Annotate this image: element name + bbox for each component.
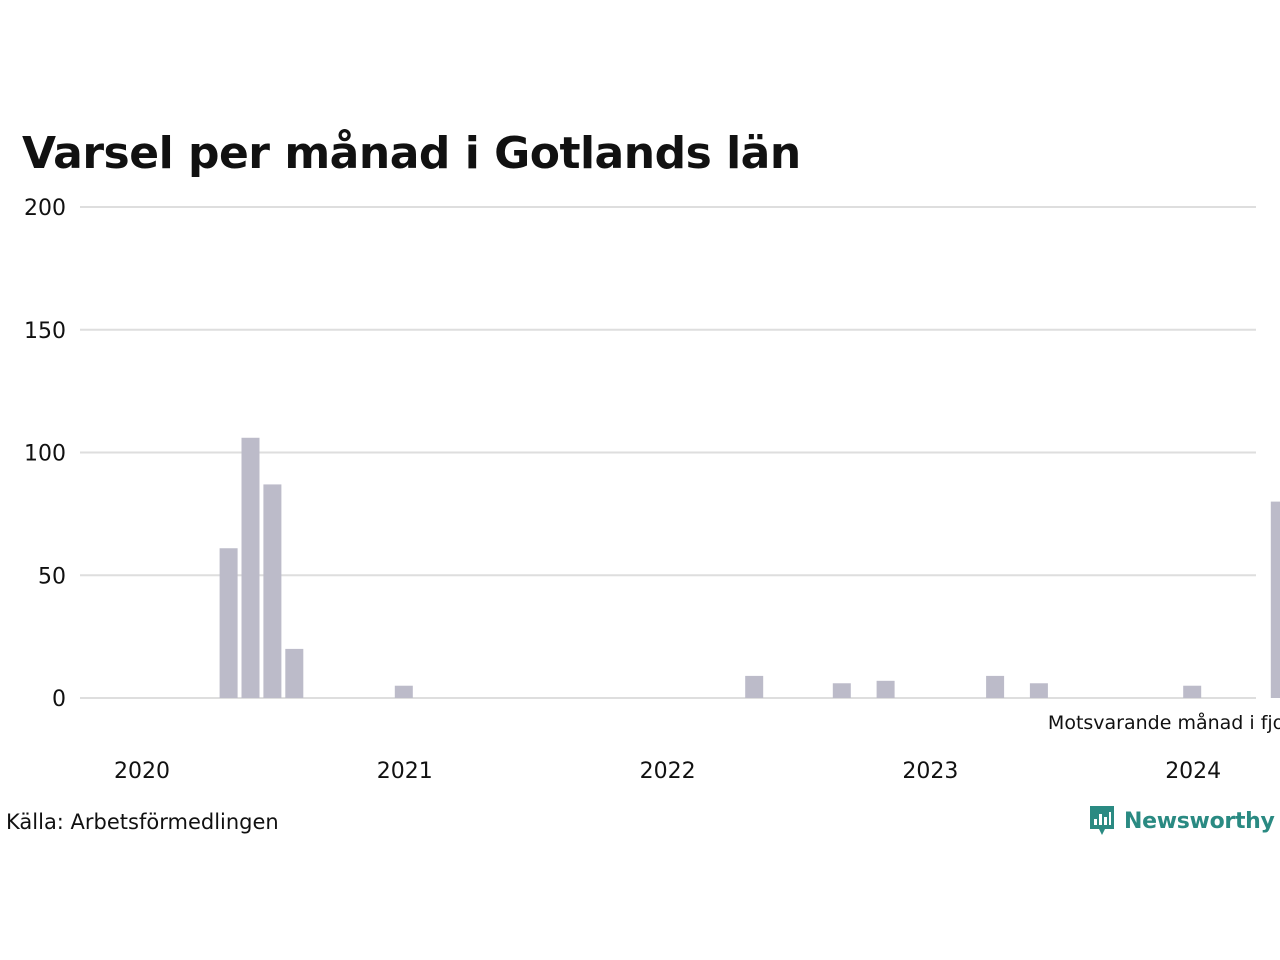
x-tick-label: 2022	[640, 759, 696, 784]
bar	[832, 683, 851, 698]
bar	[219, 548, 238, 698]
y-axis-ticks: 0 50 100 150 200	[24, 196, 66, 712]
bar	[285, 648, 304, 698]
bar	[241, 437, 260, 698]
x-tick-label: 2021	[377, 759, 433, 784]
annotation-text: Motsvarande månad i fjol	[1048, 711, 1280, 734]
bar	[876, 680, 895, 698]
x-tick-label: 2024	[1165, 759, 1221, 784]
bar	[986, 675, 1005, 698]
x-tick-label: 2020	[114, 759, 170, 784]
annotation: Motsvarande månad i fjol	[1048, 711, 1280, 734]
bars: 190	[219, 437, 1280, 698]
bar	[263, 484, 282, 698]
y-tick-label: 100	[24, 442, 66, 467]
bar	[1029, 683, 1048, 698]
x-axis-ticks: 2020 2021 2022 2023 2024	[114, 759, 1221, 784]
logo-text: Newsworthy	[1124, 808, 1275, 834]
chart-title: Varsel per månad i Gotlands län	[22, 128, 801, 179]
bar	[1183, 685, 1202, 698]
newsworthy-logo: Newsworthy	[1088, 804, 1275, 838]
bar	[394, 685, 413, 698]
bar	[745, 675, 764, 698]
y-tick-label: 50	[38, 564, 66, 589]
source-note: Källa: Arbetsförmedlingen	[6, 810, 279, 834]
y-tick-label: 200	[24, 196, 66, 221]
y-tick-label: 0	[52, 687, 66, 712]
y-tick-label: 150	[24, 319, 66, 344]
newsworthy-logo-icon	[1090, 806, 1114, 835]
bar	[1270, 501, 1280, 698]
x-tick-label: 2023	[902, 759, 958, 784]
